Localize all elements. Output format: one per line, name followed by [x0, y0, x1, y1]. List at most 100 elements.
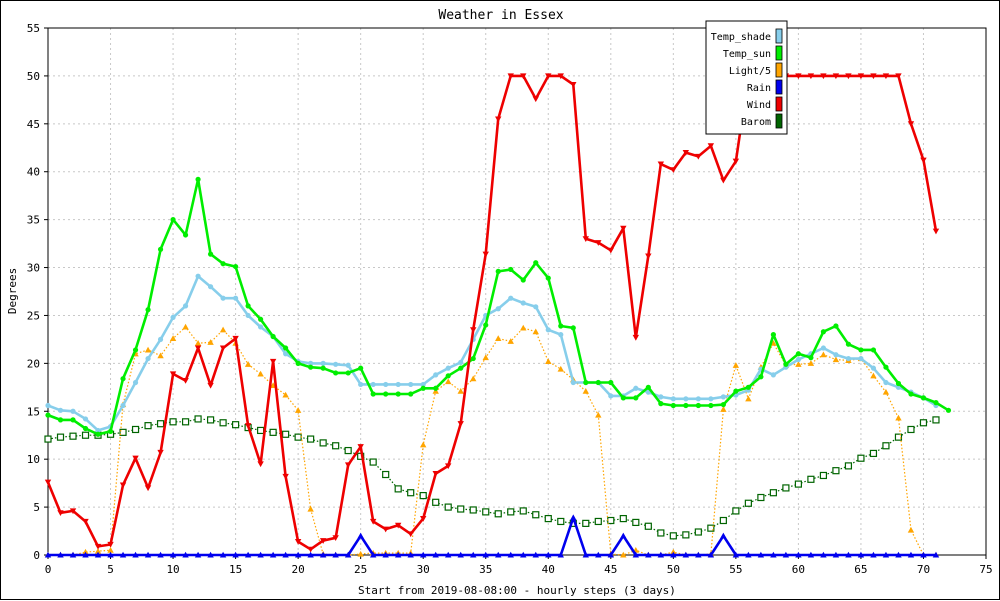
barom-point	[69, 432, 77, 440]
temp-sun-point	[720, 401, 726, 408]
rain-point	[432, 551, 439, 558]
x-tick-label: 15	[229, 563, 242, 576]
barom-point	[432, 498, 440, 506]
y-tick-label: 30	[27, 262, 40, 275]
temp-sun-point	[420, 385, 426, 391]
barom-point	[519, 507, 527, 515]
y-axis-label: Degrees	[6, 268, 19, 314]
rain-point	[157, 551, 164, 558]
x-tick-label: 40	[542, 563, 555, 576]
temp-sun-point	[120, 376, 126, 382]
temp-shade-point	[445, 365, 451, 371]
rain-point	[857, 551, 865, 558]
barom-point	[932, 416, 940, 424]
series-line-light-5	[48, 326, 936, 556]
rain-point	[57, 551, 64, 558]
light-5-point	[207, 339, 214, 345]
temp-shade-point	[170, 314, 176, 320]
wind-point	[595, 240, 602, 246]
wind-point	[144, 485, 152, 492]
temp-sun-point	[670, 402, 676, 409]
rain-point	[807, 551, 815, 558]
light-5-point	[520, 324, 527, 331]
series-temp-sun	[45, 176, 952, 437]
temp-shade-point	[633, 385, 639, 391]
temp-sun-point	[95, 431, 101, 437]
rain-point	[44, 551, 52, 558]
temp-sun-point	[207, 251, 214, 257]
temp-shade-point	[508, 295, 514, 301]
temp-sun-point	[820, 329, 827, 335]
temp-sun-point	[633, 395, 639, 401]
barom-point	[657, 529, 665, 537]
temp-sun-point	[157, 246, 164, 252]
rain-point	[682, 551, 690, 558]
rain-point	[244, 551, 252, 558]
rain-point	[670, 551, 677, 558]
rain-point	[582, 551, 589, 558]
wind-point	[570, 81, 577, 88]
rain-point	[232, 551, 239, 558]
wind-point	[407, 531, 414, 538]
barom-point	[482, 508, 490, 516]
wind-point	[720, 177, 727, 184]
barom-point	[694, 528, 702, 536]
temp-shade-point	[120, 402, 126, 409]
barom-point	[607, 516, 615, 525]
rain-point	[757, 551, 765, 558]
barom-point	[707, 524, 715, 532]
light-5-point	[294, 407, 302, 413]
wind-point	[795, 73, 802, 80]
temp-sun-point	[495, 268, 501, 274]
wind-point	[394, 522, 402, 529]
rain-point	[657, 551, 665, 558]
rain-point	[782, 551, 790, 558]
barom-point	[394, 485, 402, 493]
barom-point	[719, 516, 727, 525]
x-tick-label: 5	[107, 563, 114, 576]
rain-point	[920, 551, 927, 558]
temp-shade-point	[82, 416, 89, 422]
temp-shade-point	[320, 360, 326, 366]
light-5-point	[595, 411, 602, 418]
wind-point	[232, 335, 239, 342]
barom-point	[169, 418, 177, 426]
x-tick-label: 0	[45, 563, 52, 576]
series-line-barom	[47, 418, 937, 537]
temp-shade-point	[458, 359, 464, 366]
rain-point	[645, 551, 652, 558]
barom-point	[544, 514, 552, 523]
y-tick-label: 45	[27, 118, 40, 131]
temp-sun-point	[658, 401, 664, 407]
rain-point	[332, 551, 339, 558]
barom-point	[494, 510, 502, 518]
rain-point	[94, 551, 102, 558]
temp-sun-point	[570, 325, 576, 331]
temp-sun-point	[132, 347, 139, 353]
temp-sun-point	[933, 400, 939, 406]
temp-sun-point	[370, 391, 376, 397]
temp-sun-point	[645, 384, 651, 390]
wind-point	[732, 158, 740, 165]
y-tick-label: 40	[27, 166, 40, 179]
barom-point	[869, 449, 878, 458]
temp-shade-point	[245, 312, 251, 319]
barom-point	[382, 470, 390, 479]
light-5-point	[282, 391, 289, 398]
legend-box	[705, 20, 788, 135]
wind-point	[582, 236, 589, 242]
y-axis-ticks: 0 5 10 15 20 25 30 35 40 45 50 55	[27, 22, 48, 562]
temp-shade-point	[45, 402, 51, 409]
barom-point	[257, 426, 265, 435]
temp-shade-point	[845, 355, 852, 362]
rain-point	[132, 551, 139, 558]
wind-point	[920, 157, 927, 164]
temp-sun-point	[283, 345, 289, 351]
wind-point	[445, 463, 452, 470]
legend-label-light-5: Light/5	[729, 66, 771, 77]
light-5-point	[457, 387, 464, 394]
light-5-point	[545, 358, 552, 365]
rain-point	[282, 551, 289, 558]
barom-point	[594, 517, 602, 526]
temp-sun-point	[295, 360, 301, 366]
